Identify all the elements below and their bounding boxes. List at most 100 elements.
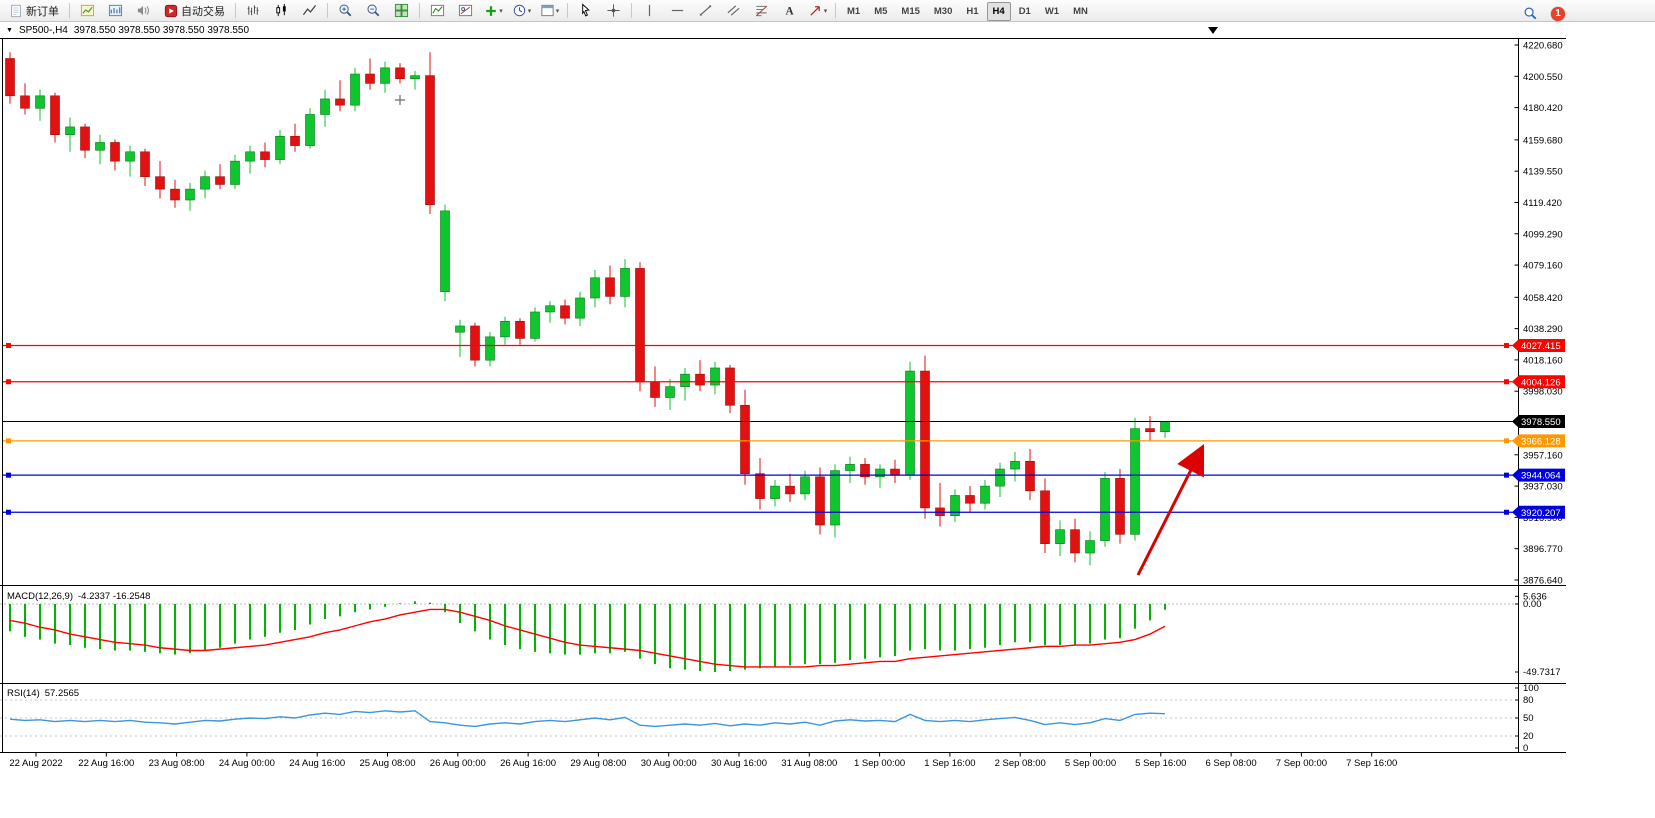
profiles-icon [108, 3, 123, 18]
price-level-label-box [1512, 415, 1565, 429]
crosshair-tool-button[interactable] [600, 0, 627, 21]
divider [235, 3, 236, 18]
sound-button[interactable] [130, 0, 157, 21]
timeframe-button-d1[interactable]: D1 [1018, 5, 1031, 17]
candle [140, 151, 150, 177]
candle [275, 135, 285, 160]
price-level-label: 3920.207 [1521, 508, 1561, 519]
candle [260, 151, 270, 160]
time-label: 6 Sep 08:00 [1205, 758, 1256, 769]
macd-scale-label: -49.7317 [1523, 667, 1561, 678]
timeframe-button-h4[interactable]: H4 [986, 1, 1011, 21]
search-button[interactable] [1517, 3, 1544, 24]
candle [1115, 478, 1125, 535]
trend-arrow-annotation[interactable] [1136, 443, 1205, 576]
arrows-tool-icon [808, 3, 823, 18]
indicators-window-button[interactable] [424, 0, 451, 21]
tile-windows-button[interactable] [388, 0, 415, 21]
candle [215, 176, 225, 185]
level-handle[interactable] [6, 438, 11, 444]
templates-button[interactable]: ▾ [536, 0, 563, 21]
time-label: 1 Sep 16:00 [924, 758, 975, 769]
sound-icon [136, 3, 151, 18]
time-label: 7 Sep 16:00 [1346, 758, 1397, 769]
level-handle[interactable] [6, 509, 11, 515]
timeframe-button-mn[interactable]: MN [1073, 5, 1088, 17]
zoom-out-button[interactable] [360, 0, 387, 21]
level-handle[interactable] [1504, 472, 1509, 478]
divider [327, 3, 328, 18]
zoom-in-button[interactable] [332, 0, 359, 21]
arrows-tool-button[interactable]: ▾ [804, 0, 831, 21]
level-handle[interactable] [1504, 438, 1509, 444]
profiles-button[interactable] [102, 0, 129, 21]
vertical-line-tool-button[interactable] [636, 0, 663, 21]
candle [530, 311, 540, 339]
macd-scale-label: 5.636 [1523, 591, 1547, 602]
timeframe-button-m30[interactable]: M30 [933, 5, 953, 17]
line-chart-button[interactable] [296, 0, 323, 21]
add-indicator-button[interactable]: ▾ [480, 0, 507, 21]
candle [605, 277, 615, 297]
cursor-tool-button[interactable] [572, 0, 599, 21]
timeframe-button-m5[interactable]: M5 [874, 5, 888, 17]
candlestick-chart-button[interactable] [268, 0, 295, 21]
level-handle[interactable] [6, 472, 11, 478]
candle [365, 73, 375, 84]
level-handle[interactable] [1504, 343, 1509, 349]
notification-badge[interactable]: 1 [1551, 6, 1565, 21]
cross-marker-annotation[interactable] [395, 95, 405, 105]
price-level-label: 3966.128 [1521, 436, 1561, 447]
candle [590, 277, 600, 299]
horizontal-line-tool-button[interactable] [664, 0, 691, 21]
rsi-scale-label: 80 [1523, 695, 1534, 706]
timeframe-button-m15[interactable]: M15 [901, 5, 920, 17]
text-tool-button[interactable]: A [776, 0, 803, 21]
price-tick-label: 3998.030 [1523, 387, 1563, 398]
timeframe-button-h1[interactable]: H1 [966, 5, 979, 17]
rsi-scale-label: 0 [1523, 743, 1528, 754]
timeframe-button-w1[interactable]: W1 [1044, 5, 1060, 17]
collapse-triangle-icon[interactable]: ▼ [6, 26, 13, 34]
objects-window-button[interactable] [452, 0, 479, 21]
candle [35, 95, 45, 109]
new-order-button[interactable]: 新订单 [3, 0, 65, 21]
periods-button[interactable]: ▾ [508, 0, 535, 21]
new-chart-button[interactable] [74, 0, 101, 21]
candlestick-chart-icon [274, 3, 289, 18]
candle [245, 151, 255, 162]
candle [995, 468, 1005, 487]
divider [419, 3, 420, 18]
channel-tool-button[interactable] [720, 0, 747, 21]
fibonacci-tool-button[interactable] [748, 0, 775, 21]
price-level-label: 4004.126 [1521, 377, 1561, 388]
price-tick-label: 3876.640 [1523, 576, 1563, 587]
price-level-label-box [1512, 434, 1565, 448]
chart-canvas[interactable]: 5.6360.00 -49.7317 10080 50 200 4220.680 420… [0, 22, 1655, 818]
candle [470, 325, 480, 361]
chart-ohlc-quotes: 3978.550 3978.550 3978.550 3978.550 [73, 25, 250, 36]
level-handle[interactable] [1504, 509, 1509, 515]
candle [5, 58, 15, 97]
candle [170, 188, 180, 201]
trendline-tool-button[interactable] [692, 0, 719, 21]
time-label: 30 Aug 16:00 [711, 758, 767, 769]
time-label: 7 Sep 00:00 [1276, 758, 1327, 769]
timeframe-button-m1[interactable]: M1 [847, 5, 861, 17]
price-tick-label: 3957.160 [1523, 450, 1563, 461]
bar-chart-button[interactable] [240, 0, 267, 21]
time-label: 5 Sep 16:00 [1135, 758, 1186, 769]
time-label: 26 Aug 16:00 [500, 758, 556, 769]
candle [1010, 460, 1020, 470]
candle [395, 67, 405, 80]
chart-title-bar: ▼ SP500-,H4 3978.550 3978.550 3978.550 3… [6, 25, 249, 36]
chart-shift-marker[interactable] [1208, 27, 1218, 34]
candle [620, 268, 630, 297]
candle [710, 367, 720, 386]
autotrading-button[interactable]: 自动交易 [158, 0, 231, 21]
level-handle[interactable] [6, 343, 11, 349]
candle [1055, 529, 1065, 544]
level-handle[interactable] [6, 379, 11, 385]
level-handle[interactable] [1504, 379, 1509, 385]
time-label: 2 Sep 08:00 [995, 758, 1046, 769]
